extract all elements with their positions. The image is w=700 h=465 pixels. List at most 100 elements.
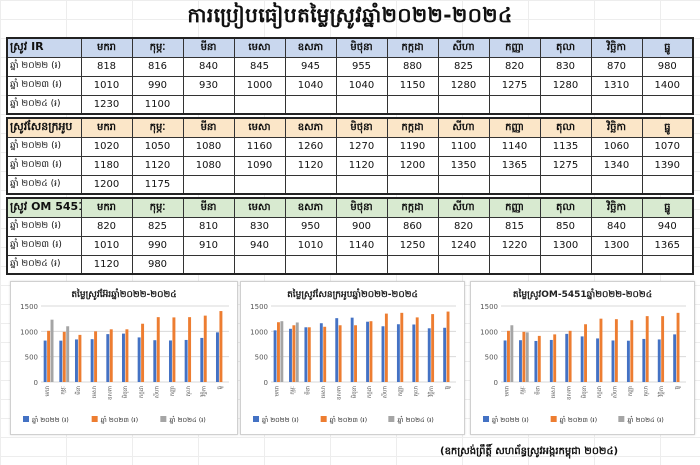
price-cell[interactable]: 870 bbox=[590, 56, 643, 77]
price-cell[interactable]: 1120 bbox=[80, 254, 133, 275]
price-cell[interactable]: 1100 bbox=[437, 136, 490, 157]
price-cell[interactable]: 1080 bbox=[182, 136, 235, 157]
price-cell[interactable]: 1060 bbox=[590, 136, 643, 157]
price-cell[interactable] bbox=[182, 94, 235, 115]
price-cell[interactable]: 1120 bbox=[131, 155, 184, 176]
price-cell[interactable]: 820 bbox=[488, 56, 541, 77]
om5451-price-chart[interactable]: តម្លៃស្រូវOM-5451ឆ្នាំ២០២២-២០២៤ 0 500 1000 1… bbox=[470, 281, 695, 435]
price-cell[interactable]: 1140 bbox=[335, 235, 388, 256]
price-cell[interactable]: 1010 bbox=[80, 75, 133, 96]
price-cell[interactable] bbox=[539, 94, 592, 115]
senkraob-price-chart[interactable]: តម្លៃស្រូវសែនក្រអូបឆ្នាំ២០២២-២០២៤ 0 500 100… bbox=[240, 281, 465, 435]
price-cell[interactable]: 825 bbox=[131, 216, 184, 237]
price-cell[interactable]: 1390 bbox=[641, 155, 694, 176]
price-cell[interactable] bbox=[641, 94, 694, 115]
price-cell[interactable]: 940 bbox=[641, 216, 694, 237]
price-cell[interactable] bbox=[437, 254, 490, 275]
price-cell[interactable] bbox=[284, 94, 337, 115]
price-cell[interactable]: 940 bbox=[233, 235, 286, 256]
price-cell[interactable]: 816 bbox=[131, 56, 184, 77]
price-cell[interactable] bbox=[437, 174, 490, 195]
price-cell[interactable]: 1280 bbox=[539, 75, 592, 96]
price-cell[interactable]: 930 bbox=[182, 75, 235, 96]
price-cell[interactable] bbox=[335, 254, 388, 275]
price-cell[interactable]: 1040 bbox=[335, 75, 388, 96]
price-cell[interactable]: 818 bbox=[80, 56, 133, 77]
price-cell[interactable] bbox=[437, 94, 490, 115]
price-cell[interactable]: 1120 bbox=[284, 155, 337, 176]
price-cell[interactable]: 1240 bbox=[437, 235, 490, 256]
price-cell[interactable]: 880 bbox=[386, 56, 439, 77]
price-cell[interactable]: 810 bbox=[182, 216, 235, 237]
price-cell[interactable] bbox=[233, 94, 286, 115]
price-cell[interactable] bbox=[590, 94, 643, 115]
price-cell[interactable]: 1135 bbox=[539, 136, 592, 157]
price-cell[interactable]: 950 bbox=[284, 216, 337, 237]
price-cell[interactable]: 820 bbox=[437, 216, 490, 237]
price-cell[interactable]: 830 bbox=[233, 216, 286, 237]
price-cell[interactable]: 1175 bbox=[131, 174, 184, 195]
price-cell[interactable]: 840 bbox=[590, 216, 643, 237]
price-cell[interactable]: 945 bbox=[284, 56, 337, 77]
price-cell[interactable] bbox=[335, 94, 388, 115]
price-cell[interactable]: 1020 bbox=[80, 136, 133, 157]
price-cell[interactable]: 1180 bbox=[80, 155, 133, 176]
price-cell[interactable]: 815 bbox=[488, 216, 541, 237]
price-cell[interactable] bbox=[641, 174, 694, 195]
price-cell[interactable]: 1200 bbox=[80, 174, 133, 195]
price-cell[interactable] bbox=[539, 174, 592, 195]
price-cell[interactable]: 1160 bbox=[233, 136, 286, 157]
price-cell[interactable]: 955 bbox=[335, 56, 388, 77]
price-cell[interactable]: 990 bbox=[131, 235, 184, 256]
price-cell[interactable] bbox=[590, 254, 643, 275]
price-cell[interactable]: 1365 bbox=[641, 235, 694, 256]
price-cell[interactable]: 1100 bbox=[131, 94, 184, 115]
price-cell[interactable]: 845 bbox=[233, 56, 286, 77]
price-cell[interactable]: 1350 bbox=[437, 155, 490, 176]
price-cell[interactable]: 1340 bbox=[590, 155, 643, 176]
price-cell[interactable]: 1310 bbox=[590, 75, 643, 96]
price-cell[interactable] bbox=[233, 174, 286, 195]
price-cell[interactable]: 1090 bbox=[233, 155, 286, 176]
price-cell[interactable] bbox=[488, 174, 541, 195]
price-cell[interactable]: 840 bbox=[182, 56, 235, 77]
price-cell[interactable]: 830 bbox=[539, 56, 592, 77]
price-cell[interactable]: 1260 bbox=[284, 136, 337, 157]
price-cell[interactable]: 1140 bbox=[488, 136, 541, 157]
price-cell[interactable] bbox=[539, 254, 592, 275]
price-cell[interactable]: 1275 bbox=[488, 75, 541, 96]
price-cell[interactable]: 1230 bbox=[80, 94, 133, 115]
price-cell[interactable]: 1190 bbox=[386, 136, 439, 157]
price-cell[interactable] bbox=[335, 174, 388, 195]
price-cell[interactable] bbox=[182, 254, 235, 275]
price-cell[interactable]: 1270 bbox=[335, 136, 388, 157]
price-cell[interactable] bbox=[233, 254, 286, 275]
price-cell[interactable]: 1000 bbox=[233, 75, 286, 96]
price-cell[interactable]: 850 bbox=[539, 216, 592, 237]
price-cell[interactable] bbox=[488, 94, 541, 115]
price-cell[interactable]: 860 bbox=[386, 216, 439, 237]
price-cell[interactable] bbox=[284, 174, 337, 195]
price-cell[interactable]: 990 bbox=[131, 75, 184, 96]
price-cell[interactable]: 1250 bbox=[386, 235, 439, 256]
price-cell[interactable]: 980 bbox=[641, 56, 694, 77]
price-cell[interactable] bbox=[488, 254, 541, 275]
price-cell[interactable] bbox=[386, 254, 439, 275]
price-cell[interactable]: 1010 bbox=[284, 235, 337, 256]
price-cell[interactable]: 900 bbox=[335, 216, 388, 237]
price-cell[interactable] bbox=[284, 254, 337, 275]
price-cell[interactable]: 825 bbox=[437, 56, 490, 77]
price-cell[interactable]: 1300 bbox=[539, 235, 592, 256]
price-cell[interactable]: 1400 bbox=[641, 75, 694, 96]
price-cell[interactable]: 1080 bbox=[182, 155, 235, 176]
price-cell[interactable]: 1365 bbox=[488, 155, 541, 176]
price-cell[interactable]: 1010 bbox=[80, 235, 133, 256]
price-cell[interactable]: 1220 bbox=[488, 235, 541, 256]
price-cell[interactable] bbox=[590, 174, 643, 195]
price-cell[interactable]: 1200 bbox=[386, 155, 439, 176]
price-cell[interactable] bbox=[386, 174, 439, 195]
price-cell[interactable]: 1070 bbox=[641, 136, 694, 157]
price-cell[interactable]: 980 bbox=[131, 254, 184, 275]
price-cell[interactable]: 820 bbox=[80, 216, 133, 237]
price-cell[interactable]: 1050 bbox=[131, 136, 184, 157]
